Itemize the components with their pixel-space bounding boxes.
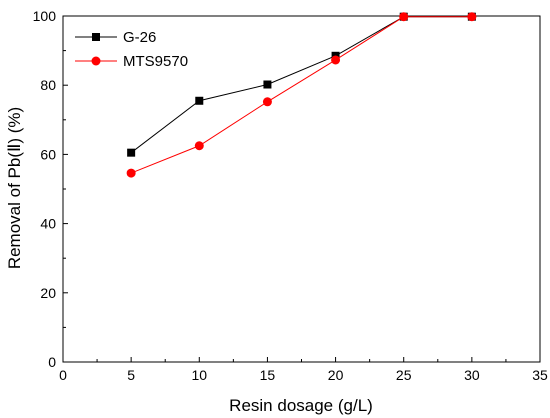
data-point-mts9570: [331, 55, 341, 65]
x-tick-label: 25: [396, 367, 412, 383]
data-point-g-26: [263, 80, 272, 89]
x-tick-label: 35: [532, 367, 548, 383]
legend-label: MTS9570: [123, 53, 188, 70]
x-tick-label: 10: [191, 367, 207, 383]
data-point-mts9570: [467, 12, 477, 22]
y-tick-label: 60: [40, 146, 56, 162]
y-axis-title: Removal of Pb(Ⅱ) (%): [5, 107, 24, 269]
data-point-mts9570: [194, 141, 204, 151]
data-point-mts9570: [126, 168, 136, 178]
y-tick-label: 80: [40, 77, 56, 93]
data-point-mts9570: [399, 12, 409, 22]
y-tick-label: 20: [40, 285, 56, 301]
data-point-g-26: [127, 148, 136, 157]
y-axis: 0 20 40 60 80 100: [33, 8, 68, 370]
x-tick-label: 15: [260, 367, 276, 383]
legend-marker: [92, 33, 100, 41]
x-tick-label: 5: [127, 367, 135, 383]
y-tick-label: 40: [40, 216, 56, 232]
series-line-g-26: [130, 16, 472, 154]
legend-item-g-26: G-26: [75, 29, 156, 46]
legend-label: G-26: [123, 29, 156, 46]
y-tick-label: 100: [33, 8, 57, 24]
x-tick-label: 20: [328, 367, 344, 383]
series-line-mts9570: [130, 16, 472, 174]
series-layer: [126, 12, 477, 178]
legend-item-mts9570: MTS9570: [75, 53, 188, 70]
data-point-g-26: [195, 96, 204, 105]
data-point-mts9570: [262, 97, 272, 107]
legend-marker: [91, 56, 101, 66]
x-axis: 0 5 10 15 20 25 30 35: [59, 357, 548, 383]
legend: G-26 MTS9570: [75, 29, 188, 70]
y-tick-label: 0: [48, 354, 56, 370]
x-axis-title: Resin dosage (g/L): [229, 396, 373, 415]
x-tick-label: 30: [464, 367, 480, 383]
x-tick-label: 0: [59, 367, 67, 383]
